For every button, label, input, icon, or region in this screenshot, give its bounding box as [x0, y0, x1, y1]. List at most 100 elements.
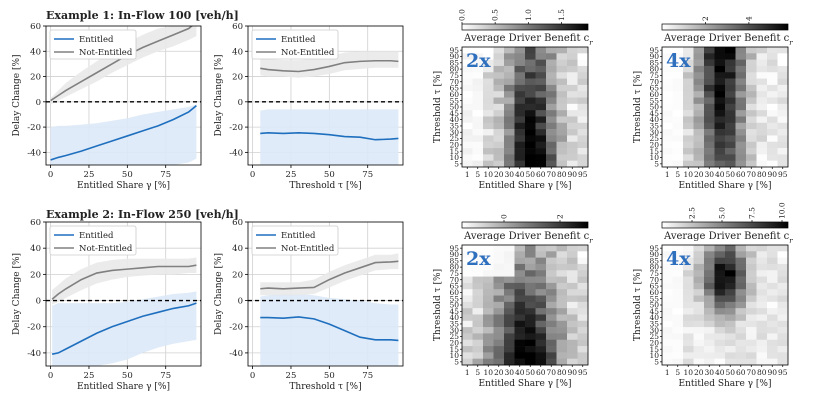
heatmap-cell: [704, 129, 715, 136]
heatmap-cell: [714, 289, 726, 296]
x-tick-label: 10: [483, 368, 493, 377]
heatmap-cell: [514, 72, 526, 79]
x-tick-label: 50: [525, 170, 535, 179]
heatmap-cell: [683, 270, 694, 277]
heatmap-cell: [535, 160, 547, 168]
factor-label: 4x: [666, 50, 691, 72]
heatmap-cell: [704, 116, 715, 124]
heatmap-cell: [777, 65, 789, 73]
heatmap-cell: [556, 59, 568, 67]
heatmap-cell: [756, 245, 768, 252]
heatmap-cell: [546, 154, 557, 161]
heatmap-cell: [756, 327, 768, 334]
x-tick-label: 75: [362, 170, 373, 180]
heatmap-cell: [556, 308, 568, 315]
heatmap-cell: [683, 352, 694, 359]
heatmap-cell: [777, 72, 789, 79]
heatmap-cell: [714, 270, 726, 277]
y-tick-label: 85: [649, 256, 659, 265]
heatmap-cell: [735, 160, 747, 168]
heatmap-cell: [504, 141, 515, 149]
heatmap-cell: [725, 314, 736, 322]
heatmap-cell: [693, 314, 705, 322]
series-line-not-entitled: [50, 26, 194, 102]
heatmap-cell: [556, 72, 568, 79]
y-tick-label: 90: [449, 250, 459, 259]
heatmap-cell: [483, 47, 494, 54]
legend-label: Entitled: [79, 35, 114, 45]
y-tick-label: 95: [649, 244, 659, 253]
heatmap-cell: [504, 346, 515, 353]
heatmap-cell: [546, 333, 557, 341]
colorbar-tick-label: 0.5: [491, 9, 500, 21]
heatmap-cell: [556, 263, 568, 271]
heatmap-cell: [672, 116, 684, 124]
heatmap-cell: [725, 160, 736, 168]
heatmap-cell: [577, 59, 589, 67]
heatmap-cell: [535, 97, 547, 105]
heatmap-cell: [704, 47, 715, 54]
y-tick-label: -40: [27, 148, 41, 158]
heatmap-cell: [525, 78, 536, 86]
heatmap-cell: [493, 276, 505, 284]
heatmap-cell: [514, 154, 526, 161]
heatmap-cell: [577, 53, 589, 60]
y-axis-label: Threshold τ [%]: [633, 71, 643, 143]
heatmap-cell: [704, 352, 715, 359]
colorbar-label-subscript: r: [789, 39, 793, 47]
heatmap-cell: [714, 251, 726, 258]
heatmap-cell: [662, 84, 673, 92]
heatmap-cell: [546, 78, 557, 86]
heatmap-cell: [767, 148, 778, 155]
heatmap-cell: [767, 358, 778, 366]
confidence-band-not-entitled: [260, 253, 399, 296]
heatmap-cell: [493, 122, 505, 130]
heatmap-cell: [504, 65, 515, 73]
heatmap-cell: [756, 122, 768, 130]
heatmap-cell: [483, 327, 494, 334]
heatmap-cell: [683, 346, 694, 353]
heatmap-cell: [714, 110, 726, 117]
heatmap-cell: [535, 59, 547, 67]
heatmap-cell: [546, 295, 557, 303]
heatmap-cell: [493, 47, 505, 54]
heatmap-cell: [683, 47, 694, 54]
heatmap-cell: [662, 129, 673, 136]
heatmap-cell: [714, 78, 726, 86]
heatmap-cell: [504, 308, 515, 315]
heatmap-cell: [672, 135, 684, 143]
heatmap-cell: [735, 346, 747, 353]
colorbar-scale: [461, 23, 589, 31]
heatmap-cell: [746, 251, 757, 258]
y-tick-label: 20: [30, 73, 41, 83]
heatmap-cell: [672, 103, 684, 111]
plot-frame: [45, 25, 202, 166]
heatmap-cell: [525, 84, 536, 92]
x-tick-label: 50: [725, 368, 735, 377]
heatmap-cell: [546, 289, 557, 296]
heatmap-cell: [767, 116, 778, 124]
heatmap-cell: [535, 122, 547, 130]
heatmap-cell: [462, 97, 473, 105]
y-tick-label: 90: [449, 52, 459, 61]
y-tick-label: 50: [649, 301, 659, 310]
heatmap-cell: [546, 314, 557, 322]
y-tick-label: -40: [27, 349, 41, 359]
heatmap-cell: [672, 289, 684, 296]
heatmap-cell: [556, 358, 568, 366]
x-tick-label: 75: [160, 170, 171, 180]
heatmap-cell: [567, 270, 578, 277]
heatmap-cell: [735, 301, 747, 309]
heatmap-cell: [746, 59, 757, 67]
heatmap-cell: [704, 141, 715, 149]
heatmap-cell: [693, 154, 705, 161]
heatmap-cell: [472, 339, 484, 347]
heatmap-cell: [777, 53, 789, 60]
heatmap-cell: [672, 97, 684, 105]
y-tick-label: 35: [649, 122, 659, 131]
heatmap-cell: [556, 327, 568, 334]
heatmap-cell: [462, 59, 473, 67]
x-tick-label: 95: [778, 368, 788, 377]
colorbar-scale: [661, 23, 789, 31]
y-tick-label: 30: [649, 128, 659, 137]
